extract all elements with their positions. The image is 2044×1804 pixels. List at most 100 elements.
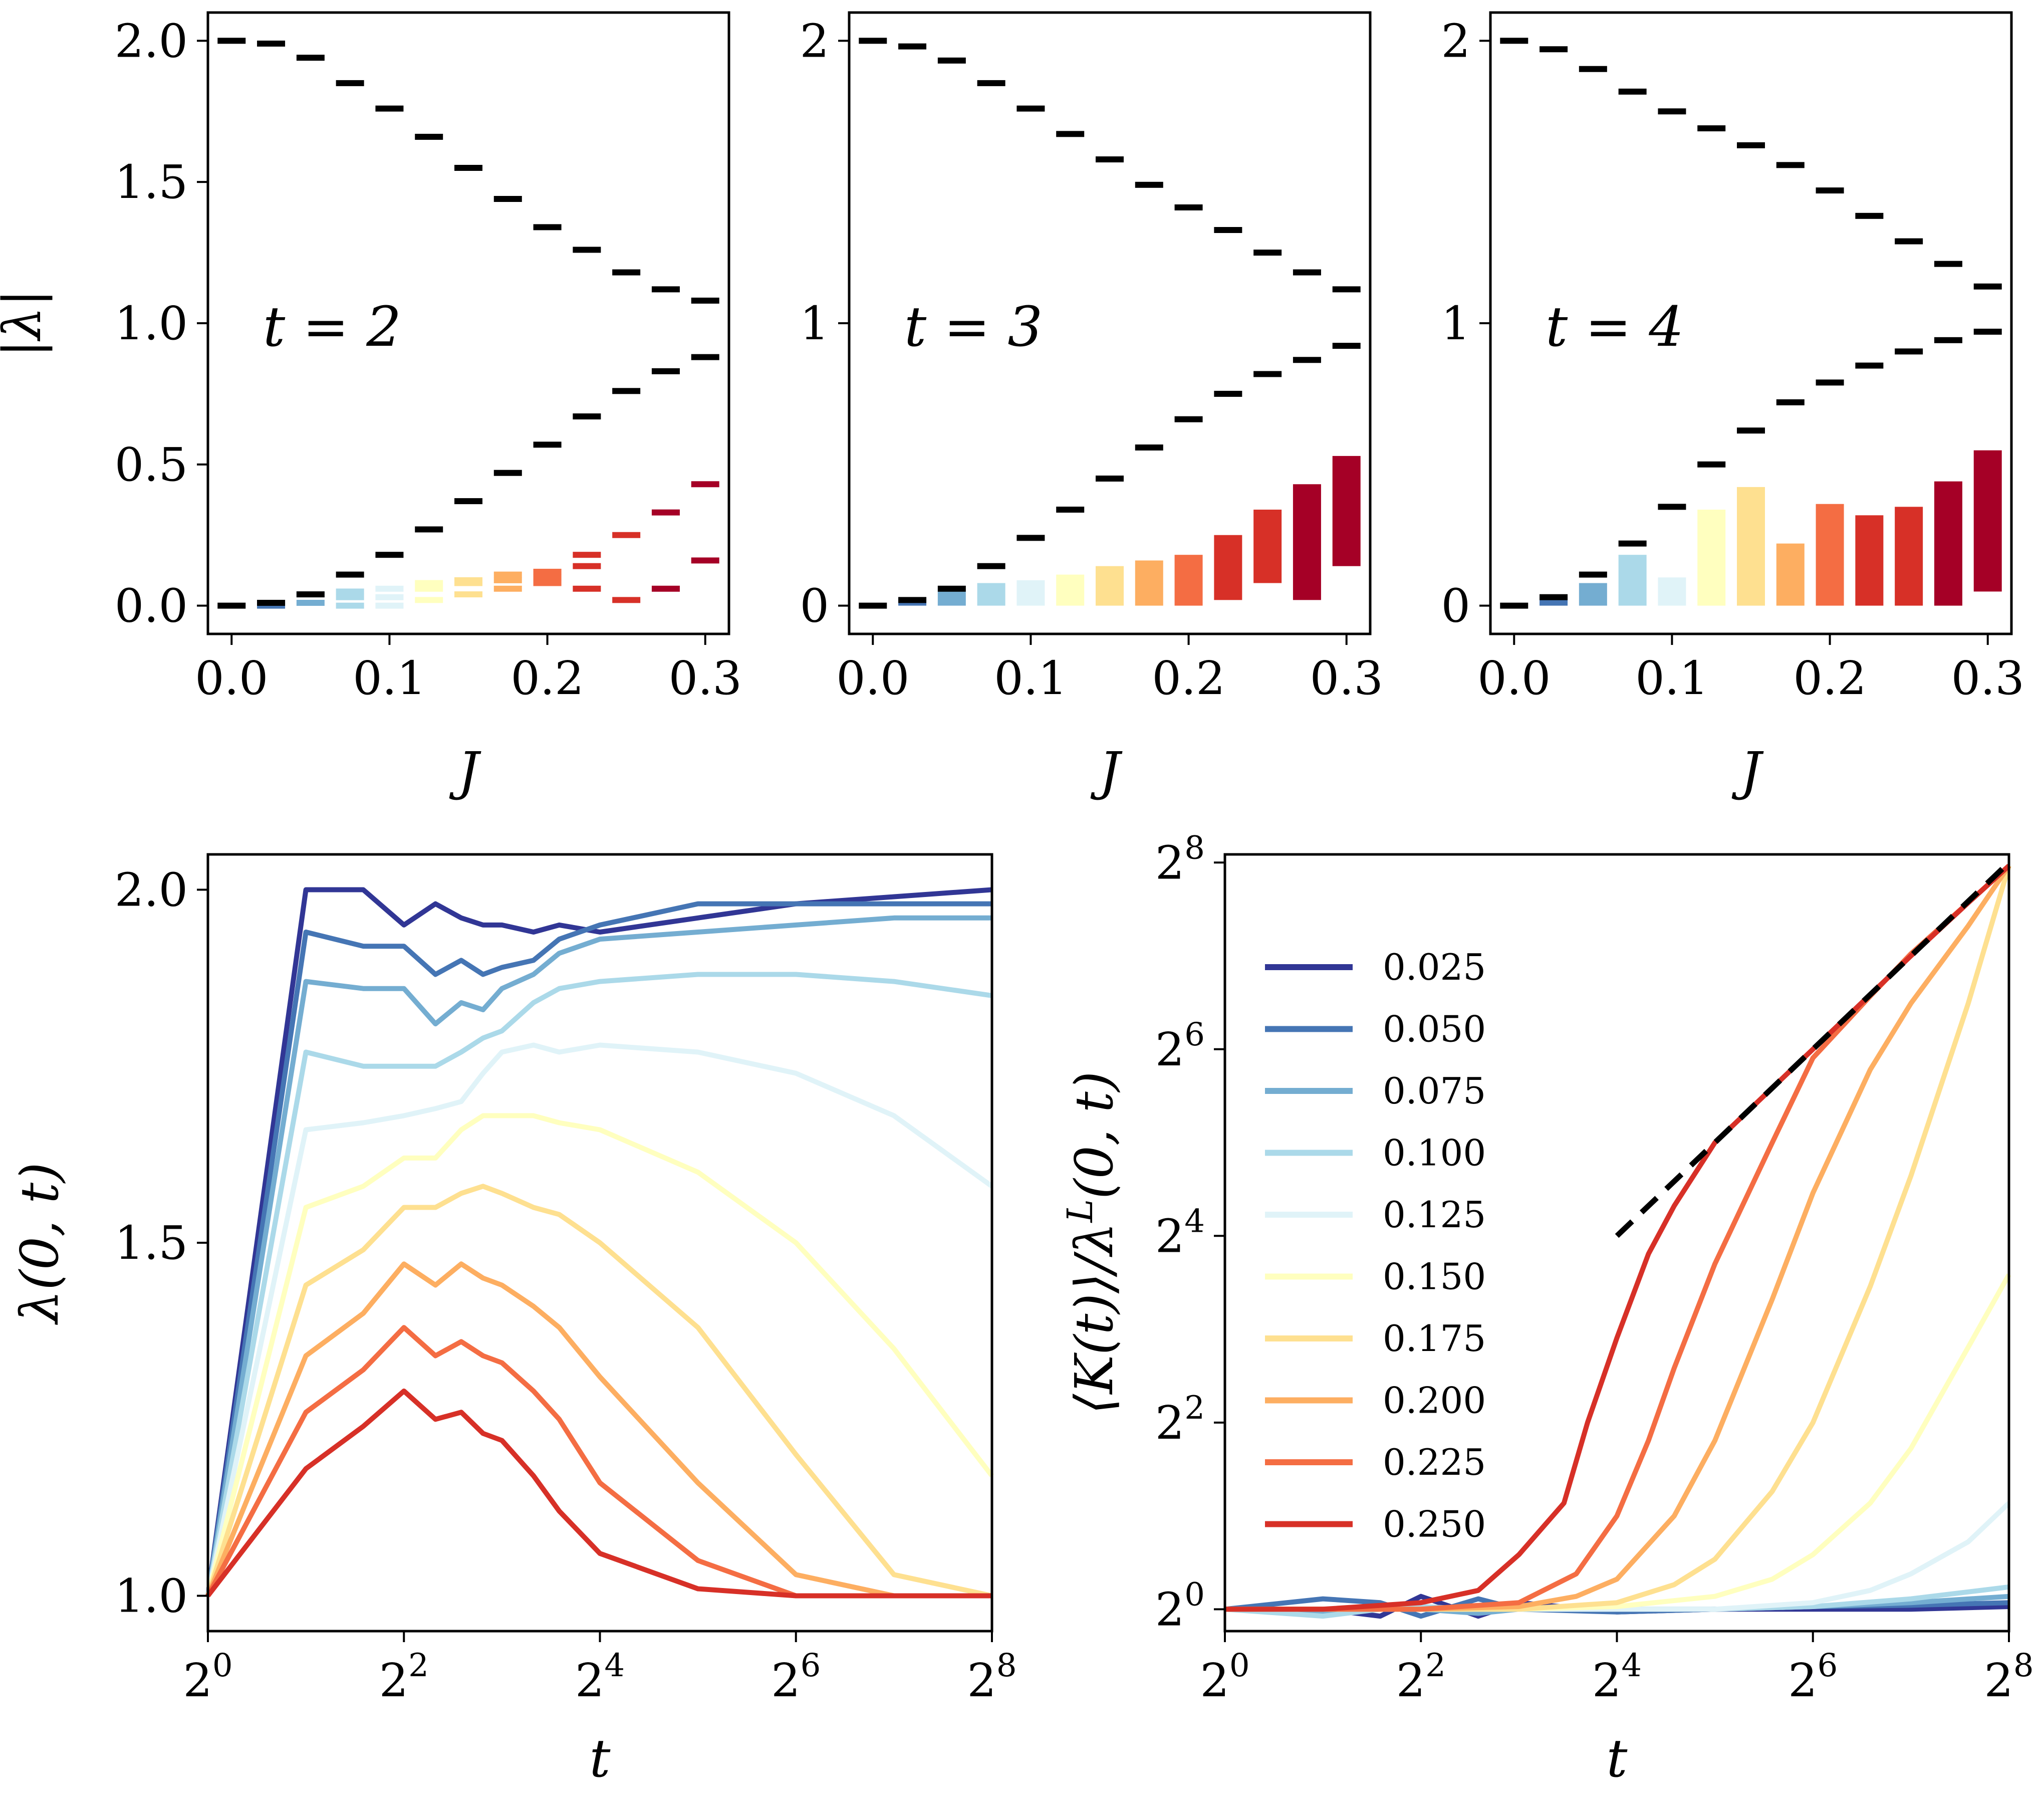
upper-branch-marker	[651, 286, 680, 293]
level-marker	[612, 597, 641, 603]
tick-base: 2	[1984, 1654, 2013, 1707]
tick-base: 2	[183, 1654, 212, 1707]
x-axis-label: t	[590, 1728, 611, 1789]
panel-annotation: t = 4	[1546, 295, 1684, 359]
series-line	[205, 915, 992, 1597]
x-axis-label: J	[1731, 741, 1764, 802]
tick-exponent: 4	[1621, 1647, 1642, 1684]
upper-branch-marker	[1816, 187, 1844, 194]
level-marker	[415, 597, 443, 603]
upper-branch-marker	[1135, 181, 1163, 188]
tick-base: 2	[1155, 1209, 1185, 1263]
lower-branch-marker	[1579, 571, 1607, 578]
tick-exponent: 4	[604, 1647, 625, 1684]
lower-branch-marker	[1293, 357, 1321, 363]
level-band	[937, 591, 966, 606]
y-tick-label: 1.0	[115, 1569, 188, 1623]
tick-exponent: 6	[801, 1647, 821, 1684]
upper-branch-marker	[1697, 125, 1726, 132]
x-tick-label: 20	[1200, 1647, 1249, 1707]
x-tick-label: 0.0	[1477, 651, 1551, 705]
x-tick-label: 0.1	[1635, 651, 1708, 705]
level-marker	[454, 577, 482, 583]
lower-branch-marker	[612, 388, 641, 394]
upper-branch-marker	[1332, 286, 1361, 293]
y-tick-label: 22	[1155, 1390, 1205, 1450]
series-line	[205, 1325, 992, 1599]
x-tick-label: 0.2	[1793, 651, 1866, 705]
y-tick-label: 1	[1441, 297, 1470, 350]
lower-branch-marker	[898, 597, 927, 603]
lower-branch-marker	[1776, 399, 1805, 405]
level-band	[1973, 450, 2002, 592]
level-band	[1135, 560, 1163, 606]
legend-label: 0.225	[1383, 1441, 1486, 1483]
series-line	[205, 1042, 993, 1597]
upper-branch-marker	[415, 134, 443, 140]
x-tick-label: 22	[379, 1647, 429, 1707]
upper-branch-marker	[1658, 108, 1686, 115]
legend: 0.025 0.050 0.075 0.100 0.125 0.150 0.175 0.200…	[1265, 946, 1486, 1545]
x-tick-label: 28	[1984, 1647, 2033, 1707]
level-band	[1895, 507, 1923, 606]
y-tick-label: 0	[1441, 579, 1470, 633]
tick-base: 2	[1592, 1654, 1622, 1707]
tick-exponent: 0	[1184, 1576, 1205, 1613]
upper-branch-marker	[1214, 227, 1242, 233]
lower-branch-marker	[691, 354, 719, 360]
upper-branch-marker	[1096, 156, 1124, 163]
series-line	[205, 1184, 993, 1599]
y-axis-label-sup: L	[1060, 1199, 1101, 1223]
level-marker	[415, 585, 443, 592]
x-tick-label: 26	[1788, 1647, 1838, 1707]
y-tick-label: 2.0	[115, 14, 188, 68]
level-band	[1174, 555, 1203, 606]
lower-branch-marker	[1540, 594, 1568, 600]
lower-branch-marker	[375, 552, 404, 558]
x-tick-label: 0.3	[669, 651, 742, 705]
level-band	[1737, 487, 1765, 606]
legend-label: 0.075	[1383, 1070, 1486, 1112]
x-tick-label: 22	[1396, 1647, 1446, 1707]
level-band	[1332, 456, 1361, 566]
level-band	[1016, 580, 1045, 606]
y-axis-label: λ(0, t)	[9, 1162, 70, 1325]
tick-base: 2	[1200, 1654, 1229, 1707]
series-line	[1225, 863, 2011, 1612]
upper-branch-marker	[1737, 142, 1765, 148]
level-marker	[573, 563, 601, 569]
level-band	[1214, 535, 1242, 600]
level-marker	[533, 569, 562, 575]
level-marker	[296, 600, 325, 606]
upper-branch-marker	[573, 247, 601, 253]
lower-branch-marker	[1737, 427, 1765, 434]
lower-branch-marker	[1332, 343, 1361, 349]
x-axis-label: J	[1090, 741, 1123, 802]
tick-base: 2	[1155, 1583, 1185, 1636]
level-marker	[651, 585, 680, 592]
lower-branch-marker	[1096, 476, 1124, 482]
x-tick-label: 0.2	[1152, 651, 1225, 705]
lower-branch-marker	[937, 585, 966, 592]
y-tick-label: 28	[1155, 829, 1205, 889]
tick-base: 2	[1396, 1654, 1426, 1707]
upper-branch-marker	[1776, 162, 1805, 168]
lower-branch-marker	[1934, 337, 1962, 343]
upper-branch-marker	[612, 269, 641, 276]
x-tick-label: 0.1	[994, 651, 1067, 705]
x-tick-label: 24	[575, 1647, 625, 1707]
legend-label: 0.025	[1383, 946, 1486, 988]
upper-branch-marker	[1973, 283, 2002, 290]
lower-branch-marker	[1895, 348, 1923, 355]
y-axis-label-tail: (0, t)	[1064, 1071, 1125, 1199]
level-marker	[415, 580, 443, 586]
upper-branch-marker	[898, 43, 927, 50]
spectrum-panel-2: 0.0 0.1 0.2 0.3 0 1 2 t = 3 J	[800, 11, 1383, 802]
tick-base: 2	[379, 1654, 409, 1707]
level-marker	[375, 585, 404, 592]
legend-label: 0.125	[1383, 1194, 1486, 1236]
level-band	[1096, 566, 1124, 606]
level-marker	[336, 588, 364, 595]
series-line	[1225, 1273, 2011, 1612]
